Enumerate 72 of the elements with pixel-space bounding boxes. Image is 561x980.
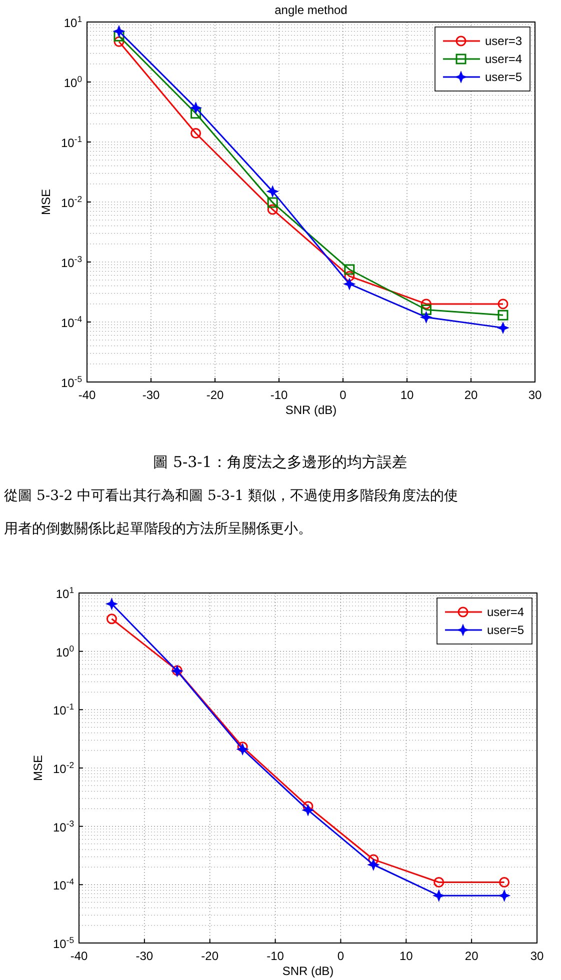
point [237, 742, 248, 752]
point [114, 30, 124, 42]
point [420, 304, 432, 316]
y-tick-label: 10$^{-3}$ [60, 254, 82, 270]
text: 從圖 5-3-2 中可看出其行為和圖 5-3-1 類似，不過使用多階段角度法的使 [4, 488, 458, 504]
y-tick-label: 10$^{-3}$ [52, 818, 74, 834]
point [114, 26, 124, 37]
point [106, 614, 117, 624]
y-axis-title: MSE [31, 754, 45, 782]
x-tick-label: -30 [136, 949, 154, 963]
point [368, 854, 379, 865]
y-tick-label: 10$^{-5}$ [60, 374, 82, 390]
text: 用者的倒數關係比起單階段的方法所呈關係更小。 [4, 521, 312, 537]
x-tick-label: -20 [206, 388, 224, 402]
y-tick-label: 10$^{-4}$ [52, 876, 74, 893]
x-tick-label: -40 [70, 949, 88, 963]
point [190, 108, 202, 119]
caption: 圖 5-3-1：角度法之多邊形的均方誤差 [153, 453, 407, 471]
point [267, 186, 278, 197]
x-tick-label: 0 [337, 949, 344, 963]
y-tick-label: 10$^{-2}$ [60, 194, 82, 210]
point [498, 322, 508, 334]
x-tick-label: 30 [530, 949, 544, 963]
point [433, 890, 444, 902]
point [499, 877, 510, 888]
x-tick-label: 10 [400, 388, 414, 402]
x-tick-label: 20 [464, 388, 478, 402]
point [190, 102, 202, 114]
x-tick-label: 20 [464, 949, 479, 963]
y-tick-label: 10$^{-4}$ [60, 314, 82, 330]
point [434, 877, 444, 888]
y-tick-label: 10$^{-1}$ [60, 134, 82, 150]
x-tick-label: -30 [142, 388, 160, 402]
y-tick-label: 10$^{0}$ [56, 643, 74, 660]
point [267, 204, 278, 215]
legend-label: user=3 [485, 34, 522, 48]
y-tick-label: 10$^{-2}$ [52, 760, 74, 776]
point [368, 859, 379, 870]
legend-label: user=4 [487, 605, 524, 619]
point [114, 36, 124, 47]
x-tick-label: 30 [528, 388, 542, 402]
point [106, 598, 118, 610]
x-tick-label: -20 [201, 949, 219, 963]
point [344, 278, 355, 290]
legend-label: user=5 [487, 623, 524, 637]
point [344, 264, 355, 275]
point [498, 310, 508, 320]
point [237, 744, 248, 755]
y-axis-title: MSE [39, 188, 53, 216]
legend-label: user=4 [485, 52, 522, 66]
x-tick-label: 0 [340, 388, 347, 402]
y-tick-label: 10$^{0}$ [64, 74, 82, 90]
x-axis-title: SNR (dB) [285, 403, 337, 417]
point [302, 804, 314, 816]
y-tick-label: 10$^{1}$ [56, 585, 74, 601]
point [420, 312, 432, 323]
x-axis-title: SNR (dB) [282, 964, 334, 978]
x-tick-label: -40 [78, 388, 96, 402]
x-tick-label: -10 [270, 388, 288, 402]
point [344, 270, 355, 282]
point [498, 298, 508, 310]
y-tick-label: 10$^{1}$ [64, 14, 82, 30]
x-tick-label: 10 [399, 949, 414, 963]
point [190, 128, 202, 138]
point [267, 197, 278, 208]
point [498, 890, 510, 902]
chart-title: angle method [274, 3, 348, 17]
point [420, 298, 432, 310]
y-tick-label: 10$^{-1}$ [52, 702, 74, 718]
legend-label: user=5 [485, 70, 522, 84]
x-tick-label: -10 [266, 949, 284, 963]
y-tick-label: 10$^{-5}$ [52, 935, 74, 951]
